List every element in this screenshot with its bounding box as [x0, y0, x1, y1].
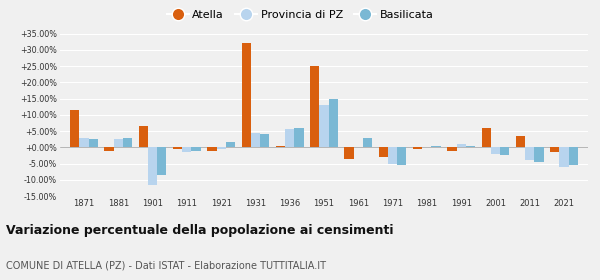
Bar — [319, 105, 329, 147]
Bar — [285, 129, 295, 147]
Bar — [251, 133, 260, 147]
Bar — [123, 137, 132, 147]
Bar — [516, 136, 525, 147]
Bar — [70, 110, 79, 147]
Bar — [182, 147, 191, 152]
Bar — [295, 128, 304, 147]
Bar — [466, 146, 475, 147]
Bar — [276, 146, 285, 147]
Bar — [447, 147, 457, 151]
Bar — [457, 144, 466, 147]
Bar — [148, 147, 157, 185]
Bar — [173, 147, 182, 149]
Bar — [104, 147, 113, 151]
Bar — [207, 147, 217, 151]
Bar — [344, 147, 353, 159]
Bar — [482, 128, 491, 147]
Bar — [226, 143, 235, 147]
Bar — [310, 66, 319, 147]
Bar — [550, 147, 559, 152]
Bar — [191, 147, 201, 151]
Bar — [500, 147, 509, 155]
Bar — [431, 146, 441, 147]
Bar — [413, 147, 422, 149]
Bar — [139, 126, 148, 147]
Text: Variazione percentuale della popolazione ai censimenti: Variazione percentuale della popolazione… — [6, 224, 394, 237]
Bar — [388, 147, 397, 164]
Bar — [491, 147, 500, 154]
Bar — [379, 147, 388, 157]
Bar — [217, 147, 226, 149]
Bar — [113, 139, 123, 147]
Bar — [157, 147, 166, 175]
Bar — [559, 147, 569, 167]
Legend: Atella, Provincia di PZ, Basilicata: Atella, Provincia di PZ, Basilicata — [162, 6, 438, 24]
Bar — [397, 147, 406, 165]
Bar — [242, 43, 251, 147]
Bar — [260, 134, 269, 147]
Bar — [525, 147, 535, 160]
Bar — [363, 137, 372, 147]
Text: COMUNE DI ATELLA (PZ) - Dati ISTAT - Elaborazione TUTTITALIA.IT: COMUNE DI ATELLA (PZ) - Dati ISTAT - Ela… — [6, 260, 326, 270]
Bar — [535, 147, 544, 162]
Bar — [569, 147, 578, 165]
Bar — [89, 139, 98, 147]
Bar — [79, 137, 89, 147]
Bar — [329, 99, 338, 147]
